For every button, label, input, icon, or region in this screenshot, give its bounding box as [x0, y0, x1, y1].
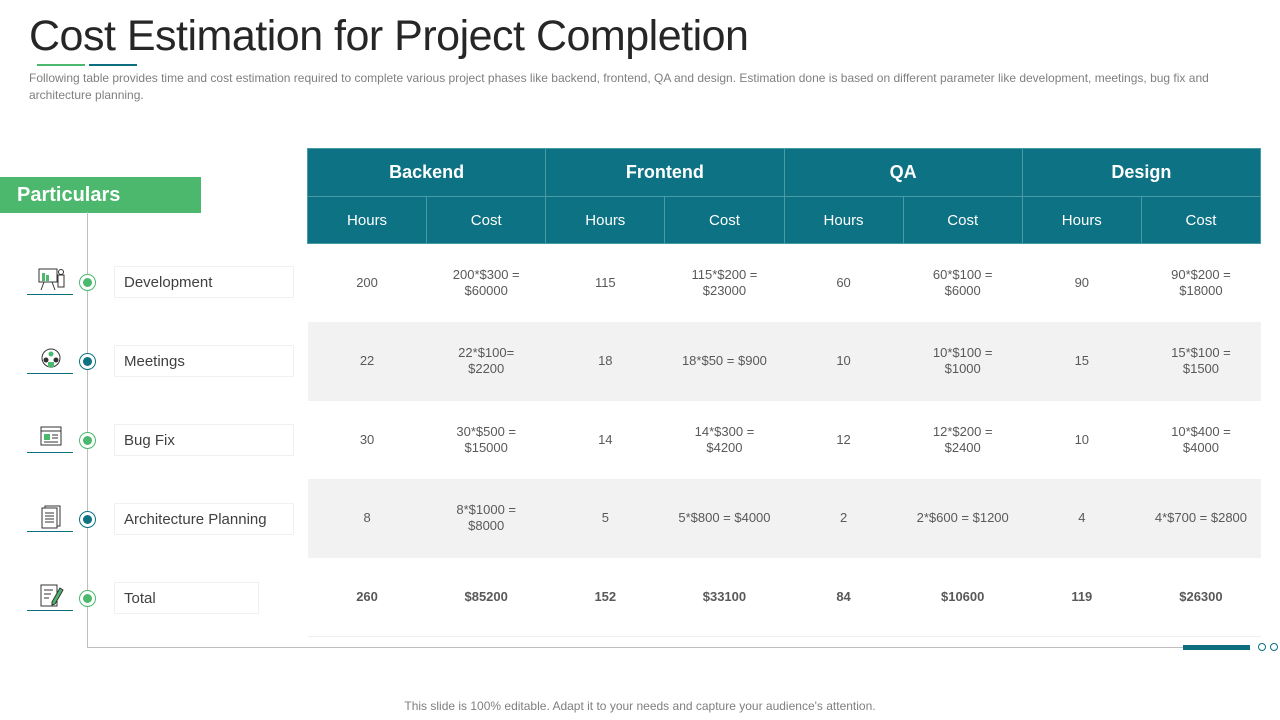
hours-cell: 119 — [1022, 557, 1142, 637]
cost-cell: 2*$600 = $1200 — [903, 479, 1023, 558]
hours-cell: 5 — [545, 479, 665, 558]
cost-cell: 30*$500 = $15000 — [456, 423, 517, 455]
group-header-row: Backend Frontend QA Design — [306, 148, 1262, 197]
timeline-dot — [79, 353, 96, 370]
edit-document-icon — [40, 584, 64, 607]
particular-label: Total — [114, 582, 259, 614]
cost-cell: 15*$100 = $1500 — [1141, 322, 1261, 401]
cost-cell: 90*$200 = $18000 — [1171, 267, 1231, 298]
table-row: 260 $85200 152 $33100 84 $10600 119 $26300 — [307, 557, 1261, 637]
timeline-dot — [79, 274, 96, 291]
hours-cell: 60 — [836, 275, 851, 290]
cost-cell: 60*$100 = $6000 — [932, 267, 993, 298]
cost-cell: 115*$200 = $23000 — [691, 267, 758, 298]
subheader-cost: Cost — [902, 196, 1023, 244]
description: Following table provides time and cost e… — [29, 71, 1209, 102]
particular-item: Total — [0, 578, 300, 618]
table-row: 30 30*$500 = $15000 14 14*$300 = $4200 12 12*… — [308, 401, 1261, 480]
decor-circle — [1258, 643, 1266, 651]
hours-cell: 12 — [836, 431, 851, 447]
cost-cell: 14*$300 = $4200 — [694, 423, 755, 455]
hours-cell: 14 — [598, 431, 613, 447]
particular-item: Architecture Planning — [0, 499, 300, 539]
hours-cell: 10 — [1074, 431, 1090, 447]
decor-circle — [1270, 643, 1278, 651]
table-row: 8 8*$1000 = $8000 5 5*$800 = $4000 2 2*$600 =… — [307, 479, 1261, 558]
hours-cell: 15 — [1022, 322, 1142, 401]
accent-bar — [1183, 645, 1250, 650]
timeline-dot — [79, 432, 96, 449]
icon-underline — [27, 610, 73, 611]
subheader-hours: Hours — [1021, 196, 1142, 244]
icon-underline — [27, 294, 73, 295]
subheader-hours: Hours — [306, 196, 428, 244]
subheader-cost: Cost — [1140, 196, 1262, 244]
sub-header-row: Hours Cost Hours Cost Hours Cost Hours C… — [306, 196, 1262, 244]
hours-cell: 152 — [545, 557, 665, 637]
particular-label: Architecture Planning — [114, 503, 294, 535]
cost-cell: 10*$100 = $1000 — [903, 322, 1023, 401]
title-underline-green — [37, 64, 85, 66]
icon-underline — [27, 531, 73, 532]
cost-cell: 10*$400 = $4000 — [1171, 423, 1231, 455]
table-row: 22 22*$100= $2200 18 18*$50 = $900 10 10*$100… — [307, 322, 1261, 401]
header-qa: QA — [783, 148, 1023, 197]
particular-label: Meetings — [114, 345, 294, 377]
particular-label: Development — [114, 266, 294, 298]
browser-window-icon — [40, 426, 62, 446]
cost-cell: 5*$800 = $4000 — [664, 479, 784, 558]
team-meeting-icon — [41, 348, 61, 368]
title-underline-teal — [89, 64, 137, 66]
cost-table: Backend Frontend QA Design Hours Cost Ho… — [306, 148, 1262, 637]
page-title: Cost Estimation for Project Completion — [29, 12, 749, 60]
hours-cell: 200 — [356, 275, 378, 290]
hours-cell: 30 — [359, 431, 375, 447]
cost-cell: $26300 — [1141, 557, 1261, 637]
cost-cell: 8*$1000 = $8000 — [426, 479, 546, 558]
hours-cell: 4 — [1022, 479, 1142, 558]
icon-underline — [27, 452, 73, 453]
hours-cell: 84 — [784, 557, 904, 637]
subheader-hours: Hours — [783, 196, 904, 244]
hours-cell: 10 — [784, 322, 904, 401]
particular-item: Meetings — [0, 341, 300, 381]
hours-cell: 8 — [307, 479, 427, 558]
document-icon — [41, 505, 61, 529]
presentation-icon — [38, 268, 65, 291]
particular-item: Development — [0, 262, 300, 302]
hours-cell: 115 — [594, 275, 616, 290]
timeline-dot — [79, 590, 96, 607]
hours-cell: 2 — [784, 479, 904, 558]
hours-cell: 260 — [307, 557, 427, 637]
particulars-header: Particulars — [0, 177, 201, 213]
particular-label: Bug Fix — [114, 424, 294, 456]
icon-underline — [27, 373, 73, 374]
particular-item: Bug Fix — [0, 420, 300, 460]
hours-cell: 90 — [1074, 275, 1090, 290]
cost-cell: $33100 — [664, 557, 784, 637]
subheader-cost: Cost — [664, 196, 785, 244]
cost-cell: $10600 — [903, 557, 1023, 637]
cost-cell: 22*$100= $2200 — [426, 322, 546, 401]
table-row: 200 200*$300 = $60000 115 115*$200 = $23000… — [308, 244, 1261, 323]
cost-cell: 12*$200 = $2400 — [932, 423, 993, 455]
cost-cell: 18*$50 = $900 — [664, 322, 784, 401]
cost-cell: $85200 — [426, 557, 546, 637]
header-frontend: Frontend — [545, 148, 785, 197]
footer-note: This slide is 100% editable. Adapt it to… — [404, 699, 876, 713]
timeline-dot — [79, 511, 96, 528]
baseline — [87, 647, 1183, 648]
cost-cell: 200*$300 = $60000 — [452, 267, 520, 298]
subheader-hours: Hours — [545, 196, 666, 244]
hours-cell: 22 — [307, 322, 427, 401]
hours-cell: 18 — [545, 322, 665, 401]
timeline-line — [87, 212, 88, 648]
cost-cell: 4*$700 = $2800 — [1141, 479, 1261, 558]
header-design: Design — [1021, 148, 1262, 197]
subheader-cost: Cost — [426, 196, 547, 244]
header-backend: Backend — [306, 148, 547, 197]
